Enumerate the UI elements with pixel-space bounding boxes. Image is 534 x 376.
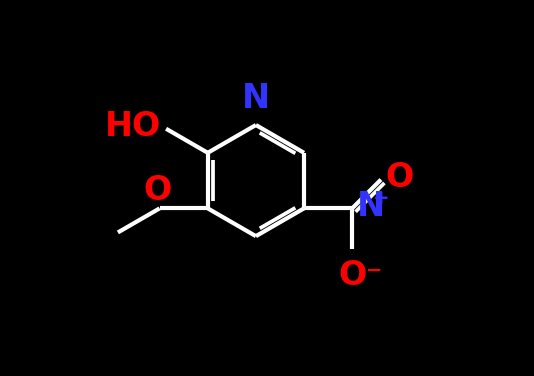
Text: O: O [338, 259, 366, 293]
Text: −: − [366, 261, 383, 280]
Text: N: N [242, 82, 270, 115]
Text: HO: HO [105, 111, 162, 143]
Text: O: O [144, 173, 172, 206]
Text: +: + [373, 188, 389, 208]
Text: N: N [357, 190, 384, 223]
Text: O: O [386, 161, 414, 194]
